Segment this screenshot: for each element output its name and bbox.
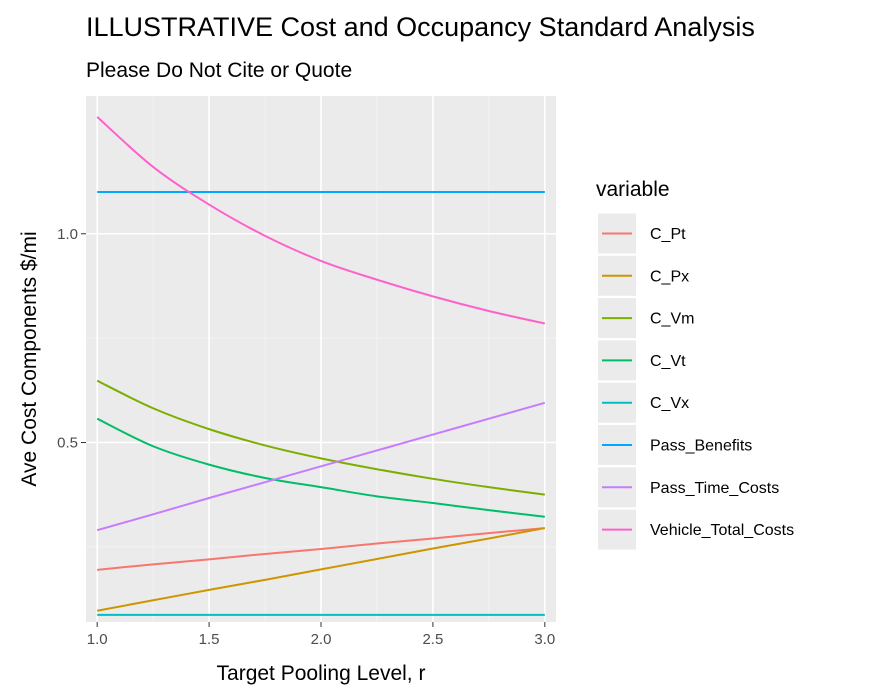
x-tick-label: 2.5 bbox=[422, 631, 443, 648]
series-line-pass-time-costs bbox=[96, 401, 546, 532]
series-lines bbox=[96, 116, 546, 616]
chart-title: ILLUSTRATIVE Cost and Occupancy Standard… bbox=[86, 12, 755, 42]
legend-label: C_Pt bbox=[650, 226, 686, 243]
x-tick-label: 1.0 bbox=[87, 631, 108, 648]
legend-label: C_Px bbox=[650, 268, 689, 285]
legend-label: Pass_Time_Costs bbox=[650, 480, 779, 497]
chart-subtitle: Please Do Not Cite or Quote bbox=[86, 59, 352, 82]
x-tick-label: 2.0 bbox=[311, 631, 332, 648]
legend-label: C_Vm bbox=[650, 311, 694, 328]
legend-label: C_Vt bbox=[650, 353, 686, 370]
legend-label: Pass_Benefits bbox=[650, 438, 752, 455]
legend: C_Pt C_Px C_Vm C_Vt C_Vx Pass_Benefits Pass_Ti… bbox=[598, 213, 794, 550]
y-tick-label: 0.5 bbox=[57, 434, 78, 451]
series-line-c-px bbox=[97, 527, 545, 612]
legend-title: variable bbox=[596, 178, 670, 201]
x-axis-title: Target Pooling Level, r bbox=[217, 662, 426, 685]
x-tick-label: 3.0 bbox=[534, 631, 555, 648]
y-axis-title: Ave Cost Components $/mi bbox=[18, 231, 41, 486]
series-line-c-pt bbox=[97, 527, 545, 571]
series-line-vehicle-total-costs bbox=[96, 116, 546, 325]
x-tick-label: 1.5 bbox=[199, 631, 220, 648]
series-line-c-vm bbox=[96, 379, 545, 496]
axis-ticks: 1.0 1.5 2.0 2.5 3.0 0.5 1.0 bbox=[57, 226, 555, 648]
major-gridlines bbox=[86, 96, 556, 622]
y-tick-label: 1.0 bbox=[57, 226, 78, 243]
legend-label: C_Vx bbox=[650, 395, 689, 412]
series-line-c-vt bbox=[96, 417, 545, 518]
legend-label: Vehicle_Total_Costs bbox=[650, 522, 794, 539]
